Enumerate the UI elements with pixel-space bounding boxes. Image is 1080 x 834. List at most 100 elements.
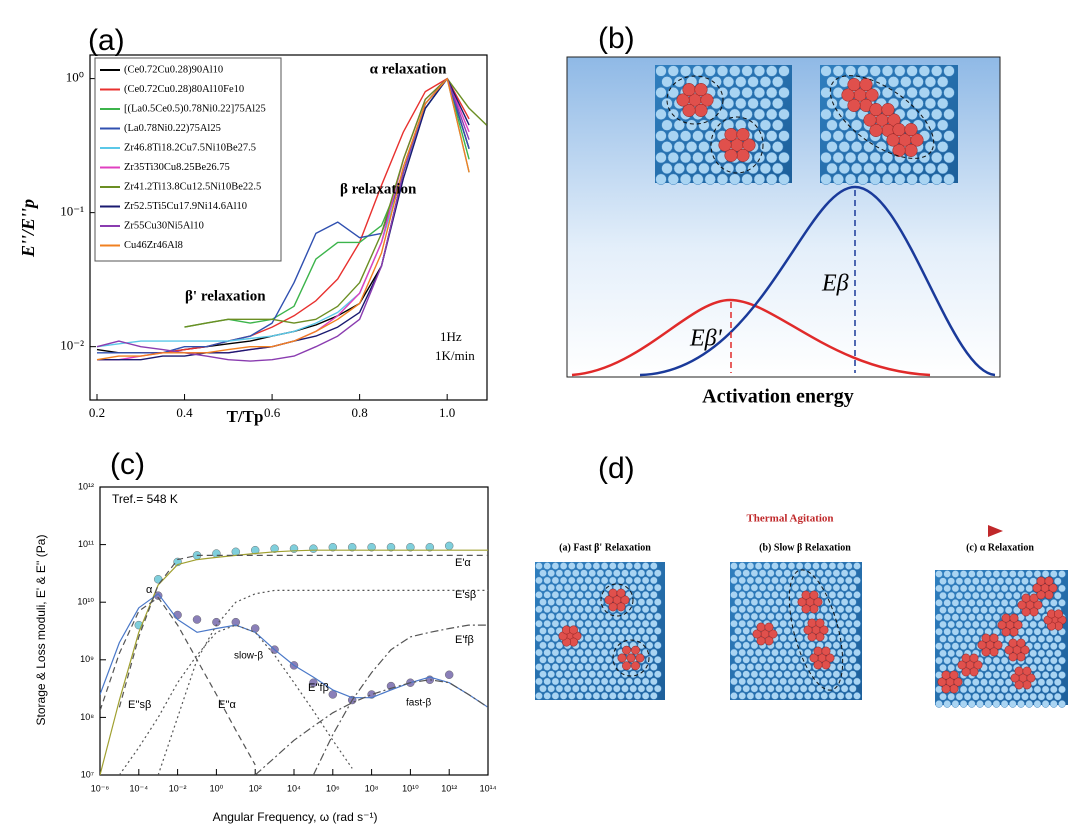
atom [771,591,779,599]
atom [746,605,755,614]
x-tick-label: 0.6 [264,405,281,420]
y-tick-label: 10⁻² [60,338,84,353]
atom [939,606,947,614]
atom [959,599,968,607]
atom [742,612,751,621]
atom [838,141,850,153]
atom [976,584,984,593]
atom [766,86,778,99]
atom [783,627,792,635]
atom [750,655,759,664]
mobile-atom [825,653,835,663]
atom [840,655,849,664]
cluster-outline [600,583,634,617]
atom [967,599,976,607]
y-tick-label: 10¹² [78,481,94,491]
atom [692,65,704,77]
mobile-atom [904,123,918,137]
atom [633,692,642,700]
atom [543,634,552,643]
atom [869,151,881,164]
atom [625,562,634,570]
atom [766,583,775,592]
atom [588,612,597,621]
atom [959,613,968,622]
curve-label: Eβ [821,271,849,297]
atom [649,634,658,643]
atom [637,670,646,679]
atom [551,648,560,657]
atom [853,663,861,671]
atom [875,76,887,88]
atom [996,606,1005,614]
mobile-atom [821,660,831,670]
atom [918,65,931,77]
atom [655,86,667,99]
y-axis-label: E''/E''p [18,199,38,258]
atom [924,97,937,110]
atom [762,677,771,686]
mobile-atom [1016,638,1026,648]
atom [951,599,960,607]
atom [836,562,845,570]
atom [543,591,552,599]
charts: (a) 0.2 0.4 0.6 0.8 1.0 10⁻² 10⁻¹ 10⁰ T/Tp E''/E''… [18,24,496,824]
atom [947,635,956,643]
atom [592,677,601,686]
atom [633,619,642,628]
atom [1012,577,1021,586]
atom [937,162,949,175]
atom [840,670,849,679]
atom [828,677,837,686]
atom [600,562,609,570]
atom [844,634,853,643]
atom [641,605,650,614]
atom [881,151,894,164]
atom [653,612,662,621]
atom [738,692,747,700]
atom [592,562,601,570]
atom [1041,685,1050,694]
mobile-atom [752,629,762,639]
atom [984,584,993,593]
atom [943,65,955,77]
atom [869,65,881,77]
atom [759,119,772,131]
atom [1017,700,1025,708]
atom [795,692,804,700]
mobile-atom [682,83,696,97]
atom [912,162,924,175]
atom [746,576,755,585]
mobile-atom [1014,680,1024,690]
atom [1053,692,1062,701]
atom [592,663,601,671]
atom [766,108,778,120]
mobile-atom [847,98,861,112]
atom [655,65,667,77]
atom [584,663,593,671]
atom [772,119,784,131]
atom [795,634,804,643]
mobile-atom [801,604,811,614]
atom [992,584,1001,593]
atom [906,86,918,99]
mobile-atom [1029,607,1039,617]
atom [742,598,751,606]
atom [738,605,747,614]
legend-label: (Ce0.72Cu0.28)80Al10Fe10 [124,84,244,95]
mobile-atom [865,88,879,102]
atom [1004,591,1013,600]
atom [625,677,634,686]
atom [951,570,960,578]
atom [838,119,850,131]
atom [775,598,783,606]
atom [947,692,956,701]
atom [580,583,588,592]
atom [807,583,816,592]
atom [1000,700,1009,708]
atom [984,656,993,665]
mobile-atom [1008,652,1018,662]
arrow-head [988,525,1003,537]
atom [571,598,580,606]
cluster-outline [666,75,724,125]
